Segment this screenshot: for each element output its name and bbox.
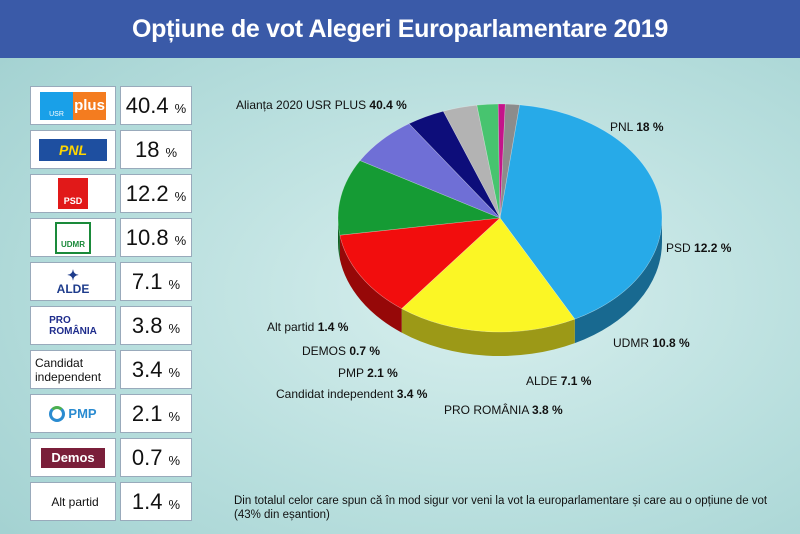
independent-value: 3.4% xyxy=(120,350,192,389)
alde-logo-text: ALDE xyxy=(56,281,90,296)
pie-slice-pnl xyxy=(401,217,576,333)
pie-slice-alt-partid xyxy=(499,103,520,219)
pie-slice-udmr xyxy=(337,160,501,236)
romania-logo-text: ROMÂNIA xyxy=(49,325,97,337)
slice-label-alt-partid: Alt partid 1.4 % xyxy=(267,320,349,334)
pro-romania-logo: PRO ROMÂNIA xyxy=(49,315,97,337)
slice-label-psd: PSD 12.2 % xyxy=(666,241,732,255)
slice-label-independent: Candidat independent 3.4 % xyxy=(276,387,428,401)
psd-logo: PSD xyxy=(58,178,88,209)
pie-slice-pro-rom-nia xyxy=(408,110,501,219)
legend-row-demos: Demos 0.7% xyxy=(30,438,192,477)
udmr-logo: UDMR xyxy=(55,221,91,254)
pie-slice-demos xyxy=(497,103,506,219)
page-title: Opțiune de vot Alegeri Europarlamentare … xyxy=(131,14,669,43)
pro-romania-logo-cell: PRO ROMÂNIA xyxy=(30,306,116,345)
footnote: Din totalul celor care spun că în mod si… xyxy=(234,495,768,521)
slice-label-pro-romania: PRO ROMÂNIA 3.8 % xyxy=(444,403,563,417)
legend-row-udmr: UDMR 10.8% xyxy=(30,218,192,257)
slice-label-pmp: PMP 2.1 % xyxy=(338,366,398,380)
udmr-value: 10.8% xyxy=(120,218,192,257)
legend-row-alde: ✦ ALDE 7.1% xyxy=(30,262,192,301)
slice-label-udmr: UDMR 10.8 % xyxy=(613,336,690,350)
pnl-value: 18% xyxy=(120,130,192,169)
pie-slice-pmp xyxy=(476,103,501,219)
pie-slice-alde xyxy=(359,123,501,219)
header-bar: Opțiune de vot Alegeri Europarlamentare … xyxy=(0,0,800,58)
alt-partid-label: Alt partid xyxy=(51,494,99,509)
legend-row-psd: PSD 12.2% xyxy=(30,174,192,213)
pmp-value: 2.1% xyxy=(120,394,192,433)
slice-label-demos: DEMOS 0.7 % xyxy=(302,344,381,358)
pnl-logo: PNL xyxy=(39,138,107,161)
pnl-logo-cell: PNL xyxy=(30,130,116,169)
pie-side-3 xyxy=(338,218,340,260)
usr-logo-text: USR xyxy=(40,91,73,120)
legend-row-alt-partid: Alt partid 1.4% xyxy=(30,482,192,521)
psd-logo-cell: PSD xyxy=(30,174,116,213)
udmr-logo-cell: UDMR xyxy=(30,218,116,257)
demos-logo: Demos xyxy=(41,447,105,468)
slice-label-pnl: PNL 18 % xyxy=(610,120,664,134)
legend-row-pro-romania: PRO ROMÂNIA 3.8% xyxy=(30,306,192,345)
alt-partid-value: 1.4% xyxy=(120,482,192,521)
demos-value: 0.7% xyxy=(120,438,192,477)
legend-row-pnl: PNL 18% xyxy=(30,130,192,169)
pie-side-0 xyxy=(574,218,662,344)
legend-row-usr-plus: USR plus 40.4% xyxy=(30,86,192,125)
alde-logo-cell: ✦ ALDE xyxy=(30,262,116,301)
slice-label-alde: ALDE 7.1 % xyxy=(526,374,592,388)
alt-partid-label-cell: Alt partid xyxy=(30,482,116,521)
pie-slice-psd xyxy=(339,217,501,309)
usr-plus-value: 40.4% xyxy=(120,86,192,125)
slice-label-usr-plus: Alianța 2020 USR PLUS 40.4 % xyxy=(236,98,407,112)
pmp-logo-icon xyxy=(49,405,66,422)
alde-logo: ✦ ALDE xyxy=(57,268,90,296)
pro-logo-text: PRO xyxy=(49,314,71,326)
pie-side-1 xyxy=(401,308,575,357)
usr-plus-logo-cell: USR plus xyxy=(30,86,116,125)
pmp-logo-text: PMP xyxy=(68,406,97,421)
legend-row-pmp: PMP 2.1% xyxy=(30,394,192,433)
pie-slice-candidat-independent xyxy=(442,104,501,219)
independent-label: Candidat independent xyxy=(35,355,102,384)
plus-logo-text: plus xyxy=(73,91,106,120)
usr-plus-logo: USR plus xyxy=(40,91,106,120)
legend-row-independent: Candidat independent 3.4% xyxy=(30,350,192,389)
alde-value: 7.1% xyxy=(120,262,192,301)
independent-label-cell: Candidat independent xyxy=(30,350,116,389)
psd-value: 12.2% xyxy=(120,174,192,213)
party-legend: USR plus 40.4% PNL 18% PSD 12.2% UDMR 10… xyxy=(30,86,192,526)
pie-side-2 xyxy=(339,235,402,333)
pmp-logo: PMP xyxy=(49,405,97,422)
demos-logo-cell: Demos xyxy=(30,438,116,477)
pie-slice-alian-a-2020-usr-plus xyxy=(499,104,663,320)
pmp-logo-cell: PMP xyxy=(30,394,116,433)
pro-romania-value: 3.8% xyxy=(120,306,192,345)
star-icon: ✦ xyxy=(67,266,79,283)
